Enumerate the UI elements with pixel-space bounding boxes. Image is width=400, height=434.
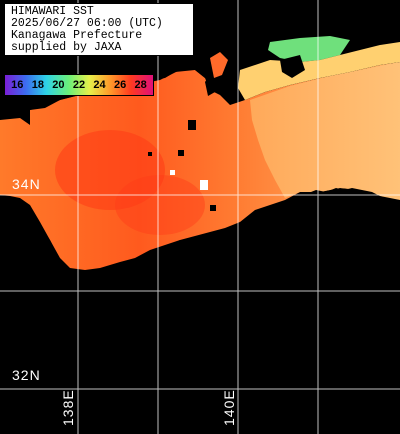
legend-value-18: 18 <box>31 79 44 91</box>
sst-bay-warm <box>238 42 400 100</box>
title-line-product: HIMAWARI SST <box>11 5 94 18</box>
title-line-region: Kanagawa Prefecture <box>11 29 143 42</box>
legend-value-22: 22 <box>72 79 86 91</box>
title-line-supplier: supplied by JAXA <box>11 41 122 54</box>
sst-east-band <box>250 62 400 200</box>
warm-core <box>55 130 165 210</box>
no-data-east <box>0 188 400 434</box>
legend-value-24: 24 <box>93 79 106 91</box>
sst-sagami-bay <box>210 52 228 78</box>
island-cloud <box>170 170 175 175</box>
island-cloud <box>200 180 208 190</box>
title-line-datetime: 2025/06/27 06:00 (UTC) <box>11 17 163 30</box>
lat-label-32n: 32N <box>12 367 41 383</box>
legend-value-20: 20 <box>52 79 65 91</box>
legend-value-16: 16 <box>11 79 24 91</box>
temperature-legend: 16 18 20 22 24 26 28 <box>4 74 154 96</box>
title-box: HIMAWARI SST 2025/06/27 06:00 (UTC) Kana… <box>4 3 194 56</box>
lon-label-140e: 140E <box>221 389 237 426</box>
land-boso <box>280 55 305 78</box>
warm-core-south <box>115 175 205 235</box>
legend-color-bar <box>5 75 153 95</box>
lon-label-138e: 138E <box>60 389 76 426</box>
island <box>188 120 196 130</box>
island <box>178 150 184 156</box>
sst-bay-cool <box>268 36 350 62</box>
lat-label-34n: 34N <box>12 176 41 192</box>
legend-value-26: 26 <box>113 79 127 91</box>
island <box>148 152 152 156</box>
island <box>210 205 216 211</box>
legend-value-28: 28 <box>134 79 147 91</box>
